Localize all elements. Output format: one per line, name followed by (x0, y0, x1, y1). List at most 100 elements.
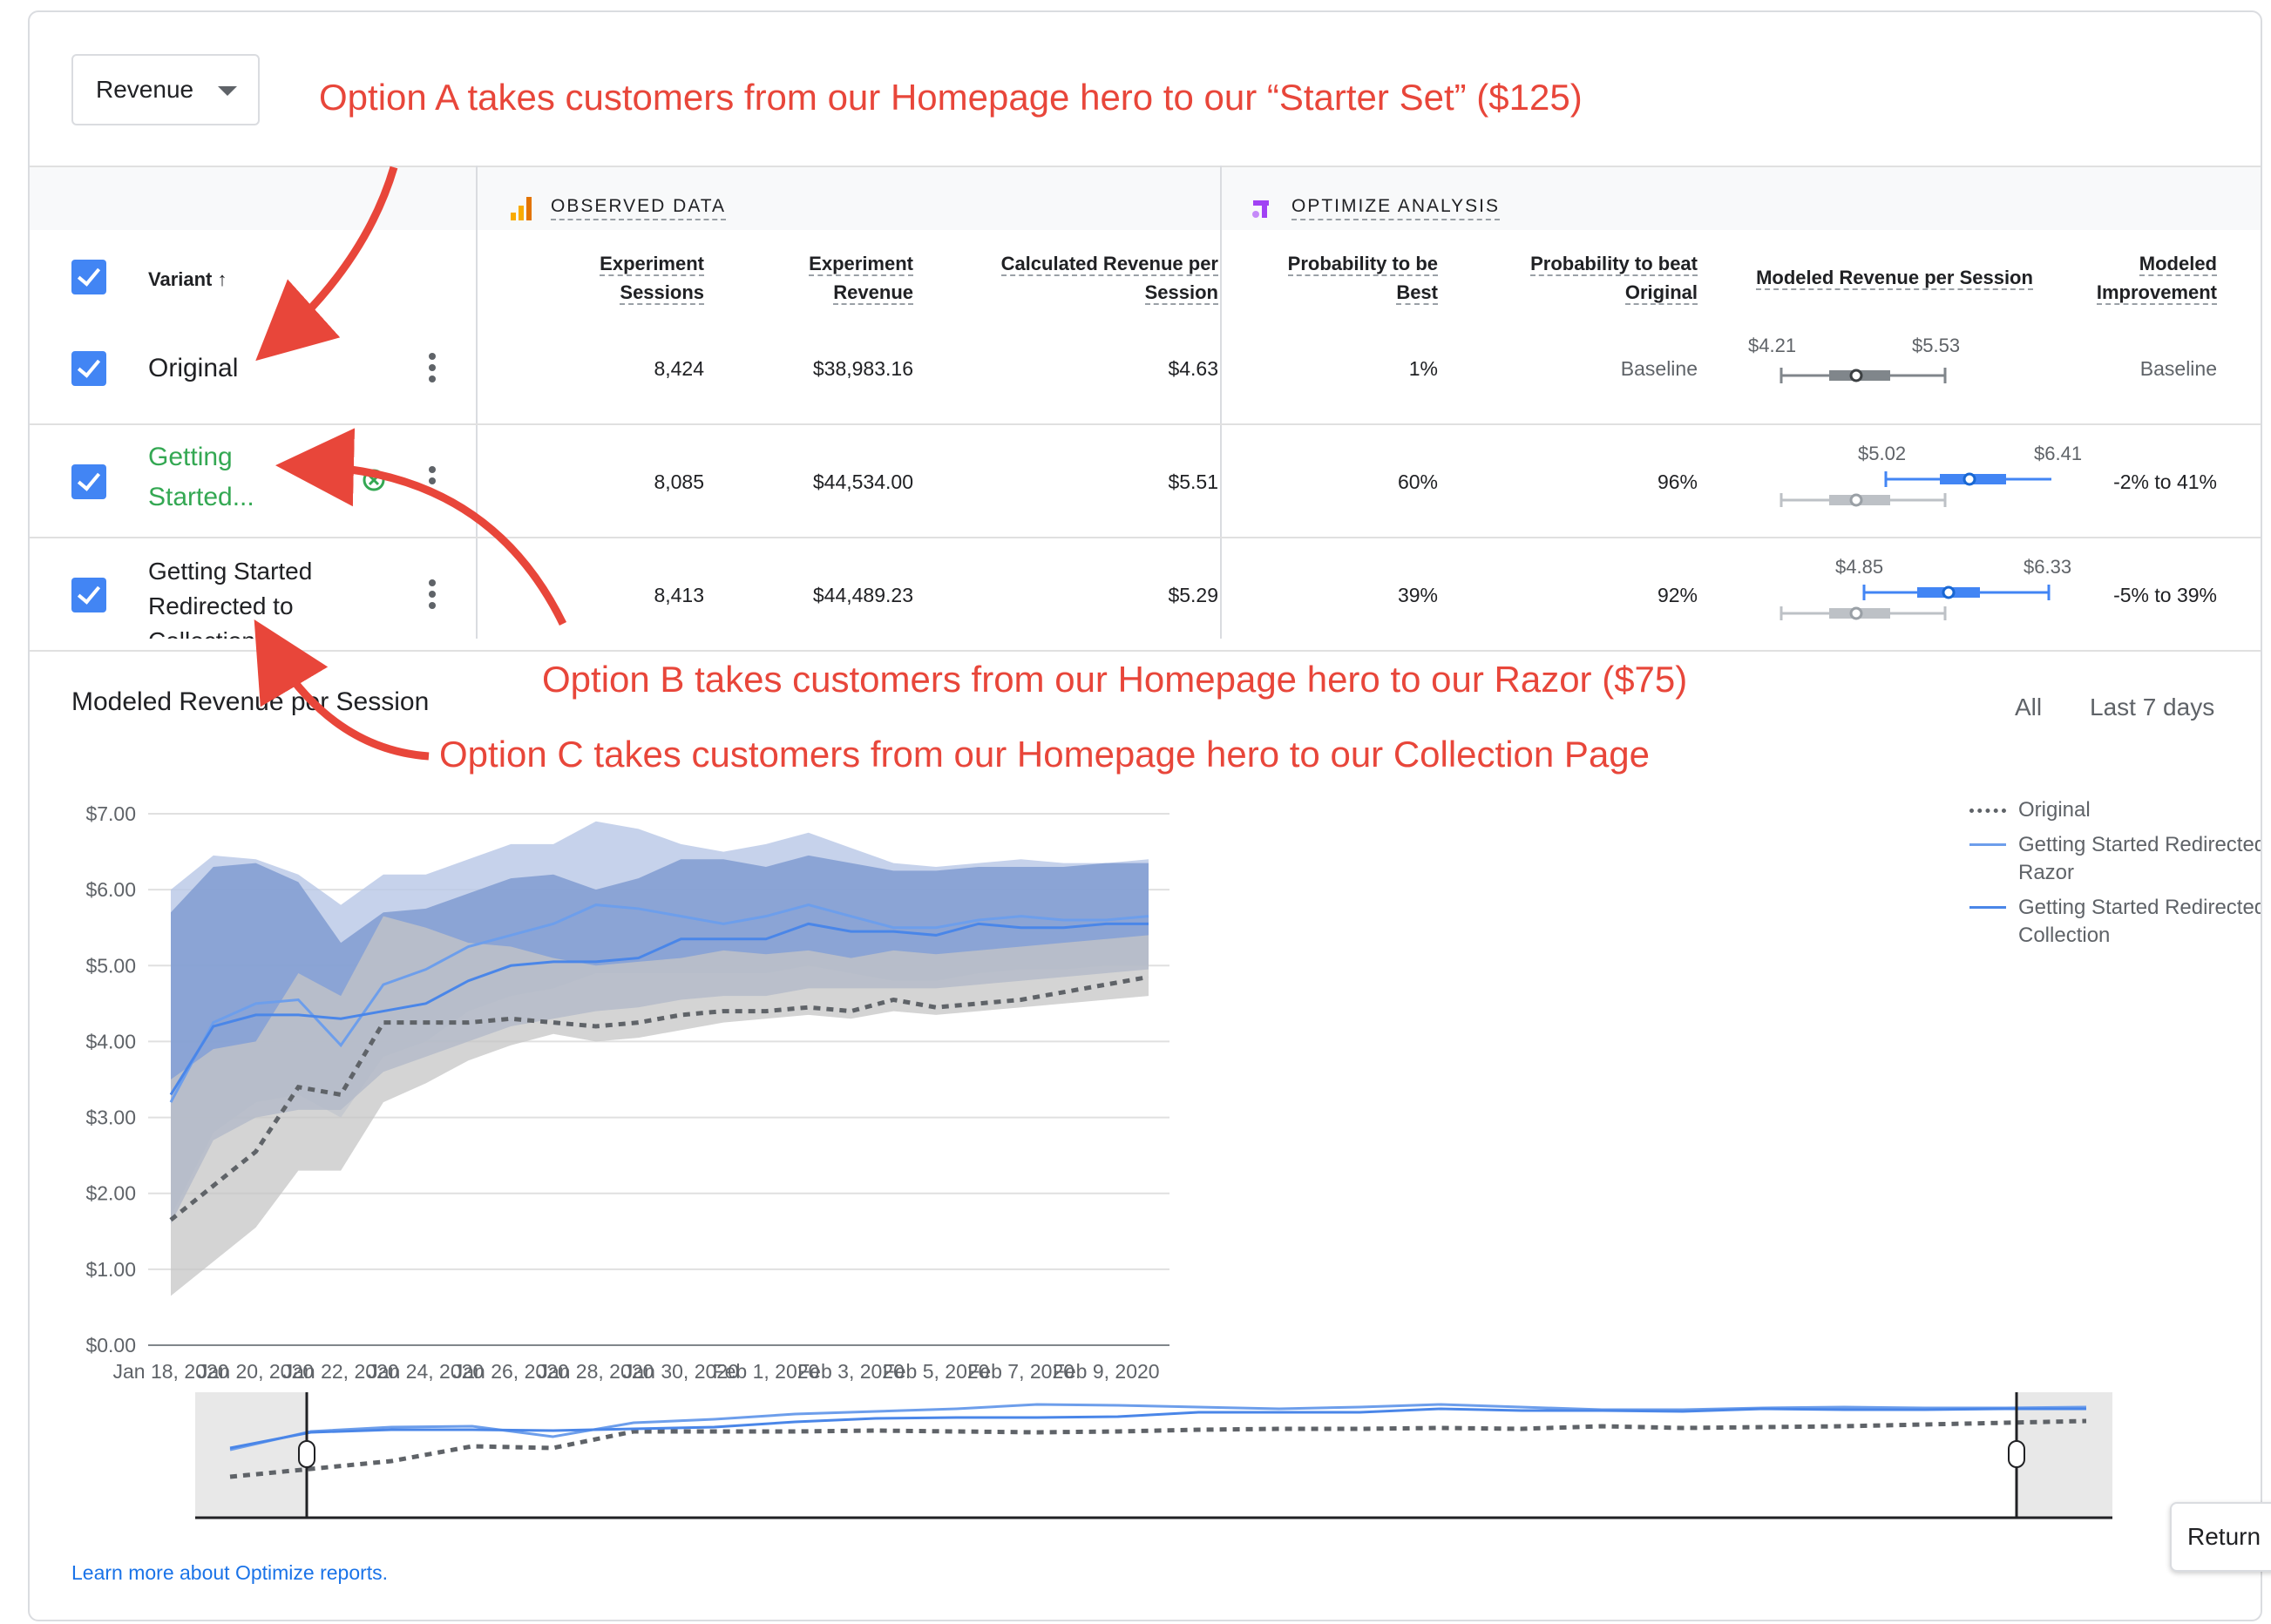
y-tick-label: $4.00 (85, 1030, 136, 1052)
x-tick-label: Jan 30, 2020 (623, 1360, 739, 1383)
more-vert-icon[interactable] (429, 579, 436, 613)
learn-more-link[interactable]: Learn more about Optimize reports. (71, 1561, 389, 1584)
improvement-cell: Baseline (2139, 357, 2217, 380)
annotation-option-b: Option B takes customers from our Homepa… (542, 659, 1688, 700)
prob-best-cell: 60% (1397, 470, 1438, 493)
navigator-right-handle[interactable] (2008, 1440, 2025, 1468)
analytics-icon (511, 197, 532, 220)
ci-high-label: $5.53 (1912, 335, 1961, 356)
y-tick-label: $5.00 (85, 954, 136, 977)
sessions-column-header: Experiment Sessions (600, 253, 704, 305)
sessions-cell: 8,085 (654, 470, 704, 493)
more-vert-icon[interactable] (429, 353, 436, 387)
row-divider (30, 537, 2261, 538)
series-line (169, 903, 1149, 1103)
calc-rps-cell: $5.51 (1168, 470, 1218, 493)
calc-rps-column-header: Calculated Revenue per Session (1000, 253, 1218, 305)
prob-beat-column-header: Probability to beat Original (1530, 253, 1698, 305)
series-line (169, 922, 1149, 1096)
select-all-checkbox[interactable] (71, 260, 106, 294)
range-all-button[interactable]: All (2015, 694, 2043, 721)
confidence-band (171, 916, 1149, 1296)
navigator-series-line (229, 1407, 2086, 1450)
variant-checkbox[interactable] (71, 578, 106, 612)
y-tick-label: $6.00 (85, 878, 136, 901)
ci-low-label: $4.85 (1835, 556, 1884, 578)
ci-low-label: $4.21 (1748, 335, 1797, 356)
x-tick-label: Jan 28, 2020 (538, 1360, 654, 1383)
optimize-analysis-label: OPTIMIZE ANALYSIS (1291, 196, 1500, 220)
variants-table: OBSERVED DATA OPTIMIZE ANALYSIS Variant … (30, 166, 2261, 652)
prob-beat-cell: Baseline (1620, 357, 1698, 380)
prob-beat-cell: 92% (1657, 584, 1698, 606)
ci-high-label: $6.41 (2034, 443, 2083, 464)
calc-rps-cell: $4.63 (1168, 357, 1218, 380)
x-tick-label: Jan 22, 2020 (283, 1360, 399, 1383)
variant-checkbox[interactable] (71, 464, 106, 499)
x-tick-label: Feb 7, 2020 (967, 1360, 1074, 1383)
prob-best-column-header: Probability to be Best (1287, 253, 1438, 305)
optimize-icon (1252, 200, 1269, 218)
x-tick-label: Feb 3, 2020 (797, 1360, 905, 1383)
y-tick-label: $2.00 (85, 1182, 136, 1205)
metric-dropdown[interactable]: Revenue (71, 54, 260, 125)
variant-checkbox[interactable] (71, 351, 106, 386)
table-group-header-band (30, 166, 2261, 230)
sort-arrow-up-icon: ↑ (212, 268, 227, 290)
x-tick-label: Jan 18, 2020 (112, 1360, 228, 1383)
navigator-series-line (229, 1418, 2087, 1479)
x-tick-label: Feb 9, 2020 (1053, 1360, 1160, 1383)
sessions-cell: 8,413 (654, 584, 704, 606)
optimize-analysis-group: OPTIMIZE ANALYSIS (1250, 195, 1500, 221)
original-interval-glyph (1780, 368, 1947, 383)
chart-legend: Original Getting Started Redirected to R… (1969, 796, 2261, 957)
variant-column-header[interactable]: Variant ↑ (148, 268, 227, 290)
column-divider (1220, 166, 1222, 639)
prob-best-cell: 1% (1408, 357, 1438, 380)
metric-dropdown-value: Revenue (96, 76, 194, 103)
prob-beat-cell: 96% (1657, 470, 1698, 493)
observed-data-label: OBSERVED DATA (551, 196, 727, 220)
modeled-rps-column-header: Modeled Revenue per Session (1756, 267, 2033, 290)
prob-best-cell: 39% (1397, 584, 1438, 606)
variant-name[interactable]: Getting Started... (148, 443, 254, 511)
report-card: Revenue OBSERVED DATA OPTIMIZE ANALYSIS … (28, 10, 2262, 1621)
row-divider (30, 423, 2261, 425)
return-button[interactable]: Return (2170, 1502, 2271, 1572)
more-vert-icon[interactable] (429, 466, 436, 500)
improvement-cell: -2% to 41% (2113, 470, 2217, 493)
y-tick-label: $0.00 (85, 1334, 136, 1357)
variant-interval-glyph (1780, 471, 2051, 507)
observed-data-group: OBSERVED DATA (509, 195, 727, 221)
close-circle-icon[interactable] (361, 467, 387, 493)
x-tick-label: Jan 20, 2020 (198, 1360, 314, 1383)
y-tick-label: $1.00 (85, 1258, 136, 1281)
range-last-7-days-button[interactable]: Last 7 days (2090, 694, 2215, 721)
column-divider (476, 166, 478, 639)
ci-high-label: $6.33 (2024, 556, 2072, 578)
revenue-cell: $44,534.00 (812, 470, 913, 493)
revenue-column-header: Experiment Revenue (809, 253, 913, 305)
x-tick-label: Jan 26, 2020 (453, 1360, 569, 1383)
navigator-selection (307, 1392, 2017, 1519)
row-divider (30, 650, 2261, 652)
legend-item[interactable]: Getting Started Redirected to Razor (1969, 831, 2261, 887)
legend-swatch (1969, 809, 2006, 813)
chevron-down-icon (218, 86, 237, 96)
revenue-cell: $44,489.23 (812, 584, 913, 606)
variant-interval-glyph (1780, 585, 2051, 620)
variant-name[interactable]: Original (148, 354, 239, 382)
improvement-cell: -5% to 39% (2113, 584, 2217, 606)
calc-rps-cell: $5.29 (1168, 584, 1218, 606)
revenue-line-chart: $0.00 $1.00 $2.00 $3.00 $4.00 $5.00 $6.00 $7.00… (85, 802, 1169, 1383)
navigator-left-handle[interactable] (298, 1440, 315, 1468)
annotation-option-a: Option A takes customers from our Homepa… (319, 77, 1583, 118)
legend-item[interactable]: Getting Started Redirected to Collection (1969, 894, 2261, 950)
legend-item[interactable]: Original (1969, 796, 2261, 824)
x-tick-label: Feb 1, 2020 (713, 1360, 820, 1383)
x-tick-label: Jan 24, 2020 (368, 1360, 484, 1383)
annotation-option-c: Option C takes customers from our Homepa… (439, 734, 1651, 775)
date-range-navigator[interactable] (195, 1392, 2130, 1540)
chart-title: Modeled Revenue per Session (71, 687, 430, 716)
